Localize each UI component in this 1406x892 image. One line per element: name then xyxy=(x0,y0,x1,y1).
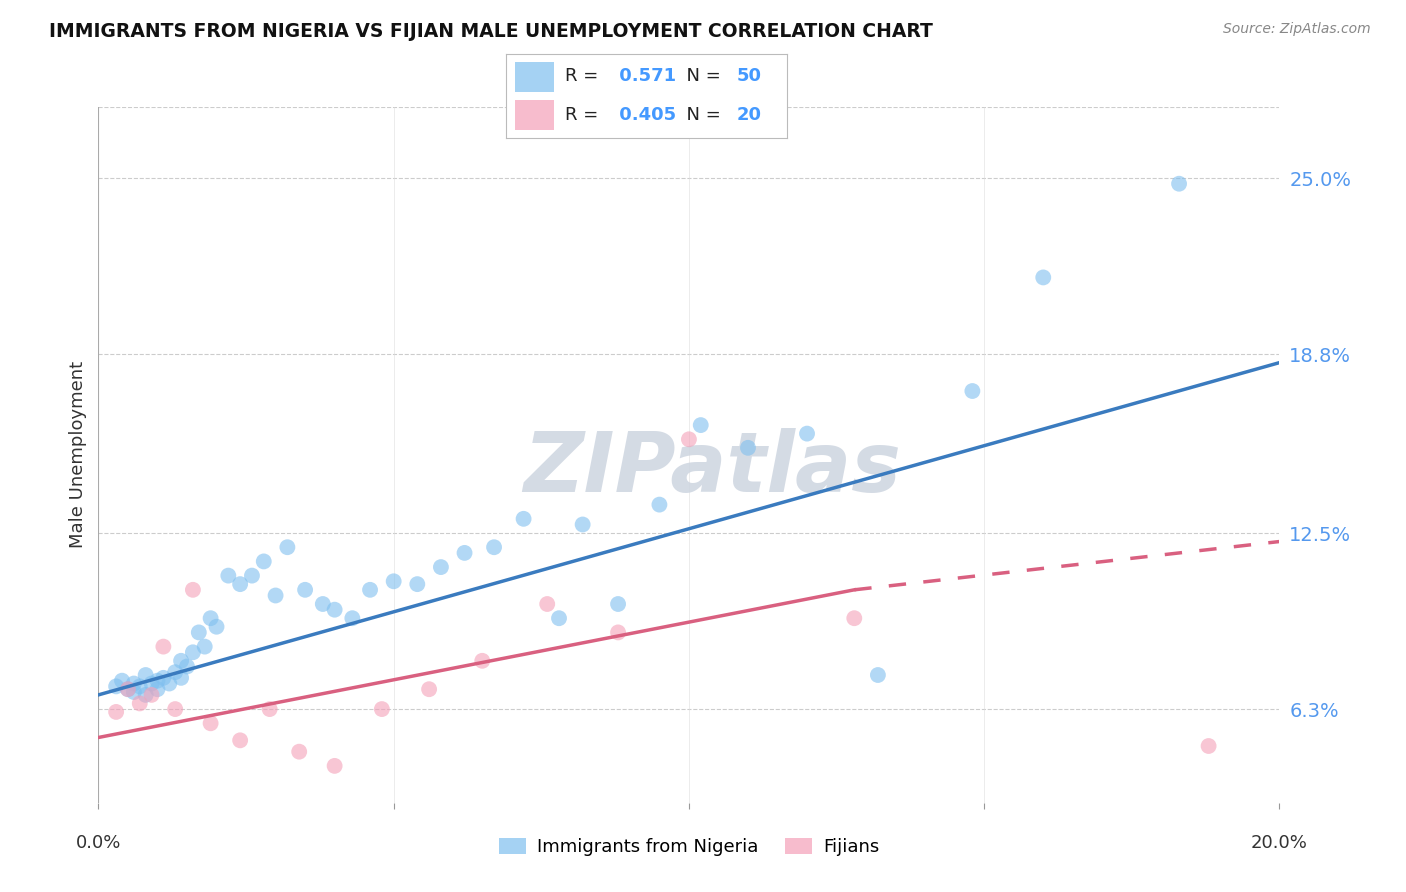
Text: 0.0%: 0.0% xyxy=(76,834,121,852)
Point xyxy=(259,702,281,716)
Point xyxy=(128,697,150,711)
Point xyxy=(117,682,139,697)
Point xyxy=(141,676,163,690)
Text: 0.405: 0.405 xyxy=(613,105,676,123)
Text: N =: N = xyxy=(675,68,727,86)
Point xyxy=(105,705,128,719)
Point xyxy=(482,540,505,554)
Point xyxy=(276,540,298,554)
FancyBboxPatch shape xyxy=(515,62,554,92)
Point xyxy=(146,682,169,697)
Point xyxy=(312,597,335,611)
Point xyxy=(200,716,222,731)
Point xyxy=(571,517,593,532)
Point xyxy=(382,574,405,589)
Text: R =: R = xyxy=(565,105,605,123)
Point xyxy=(512,512,534,526)
FancyBboxPatch shape xyxy=(515,100,554,130)
Text: 0.571: 0.571 xyxy=(613,68,676,86)
Point xyxy=(607,597,630,611)
Point xyxy=(165,665,187,680)
Point xyxy=(342,611,364,625)
Point xyxy=(359,582,381,597)
Point xyxy=(371,702,394,716)
Point xyxy=(135,668,157,682)
Point xyxy=(866,668,889,682)
Point xyxy=(678,432,700,446)
Point xyxy=(430,560,453,574)
Point xyxy=(229,733,252,747)
Point xyxy=(240,568,263,582)
Point xyxy=(323,759,346,773)
Point xyxy=(607,625,630,640)
Point xyxy=(737,441,759,455)
Point xyxy=(253,554,276,568)
Point xyxy=(135,688,157,702)
Point xyxy=(796,426,818,441)
Point xyxy=(122,685,145,699)
Text: 50: 50 xyxy=(737,68,762,86)
Point xyxy=(194,640,217,654)
Point xyxy=(229,577,252,591)
Point xyxy=(453,546,475,560)
Point xyxy=(548,611,571,625)
Point xyxy=(152,640,174,654)
Point xyxy=(122,676,145,690)
Point xyxy=(128,679,150,693)
Point xyxy=(105,679,128,693)
Point xyxy=(536,597,558,611)
Point xyxy=(111,673,134,688)
Point xyxy=(418,682,440,697)
Point xyxy=(165,702,187,716)
Point xyxy=(176,659,198,673)
Point xyxy=(1168,177,1191,191)
Point xyxy=(181,645,204,659)
Text: ZIPatlas: ZIPatlas xyxy=(523,428,901,509)
Point xyxy=(217,568,239,582)
Point xyxy=(844,611,866,625)
Point xyxy=(689,418,711,433)
Point xyxy=(170,671,193,685)
Text: 20: 20 xyxy=(737,105,762,123)
Text: R =: R = xyxy=(565,68,605,86)
Text: Source: ZipAtlas.com: Source: ZipAtlas.com xyxy=(1223,22,1371,37)
Point xyxy=(962,384,984,398)
Point xyxy=(323,603,346,617)
Point xyxy=(152,671,174,685)
Y-axis label: Male Unemployment: Male Unemployment xyxy=(69,361,87,549)
Point xyxy=(1198,739,1220,753)
Point xyxy=(648,498,671,512)
Point xyxy=(1032,270,1054,285)
Point xyxy=(157,676,180,690)
Point xyxy=(187,625,209,640)
Text: N =: N = xyxy=(675,105,727,123)
Point xyxy=(141,688,163,702)
Text: IMMIGRANTS FROM NIGERIA VS FIJIAN MALE UNEMPLOYMENT CORRELATION CHART: IMMIGRANTS FROM NIGERIA VS FIJIAN MALE U… xyxy=(49,22,934,41)
Point xyxy=(146,673,169,688)
Point xyxy=(170,654,193,668)
Text: 20.0%: 20.0% xyxy=(1251,834,1308,852)
Legend: Immigrants from Nigeria, Fijians: Immigrants from Nigeria, Fijians xyxy=(492,830,886,863)
Point xyxy=(294,582,316,597)
Point xyxy=(406,577,429,591)
Point xyxy=(264,589,287,603)
Point xyxy=(205,620,228,634)
Point xyxy=(200,611,222,625)
Point xyxy=(181,582,204,597)
Point xyxy=(288,745,311,759)
Point xyxy=(117,682,139,697)
Point xyxy=(471,654,494,668)
